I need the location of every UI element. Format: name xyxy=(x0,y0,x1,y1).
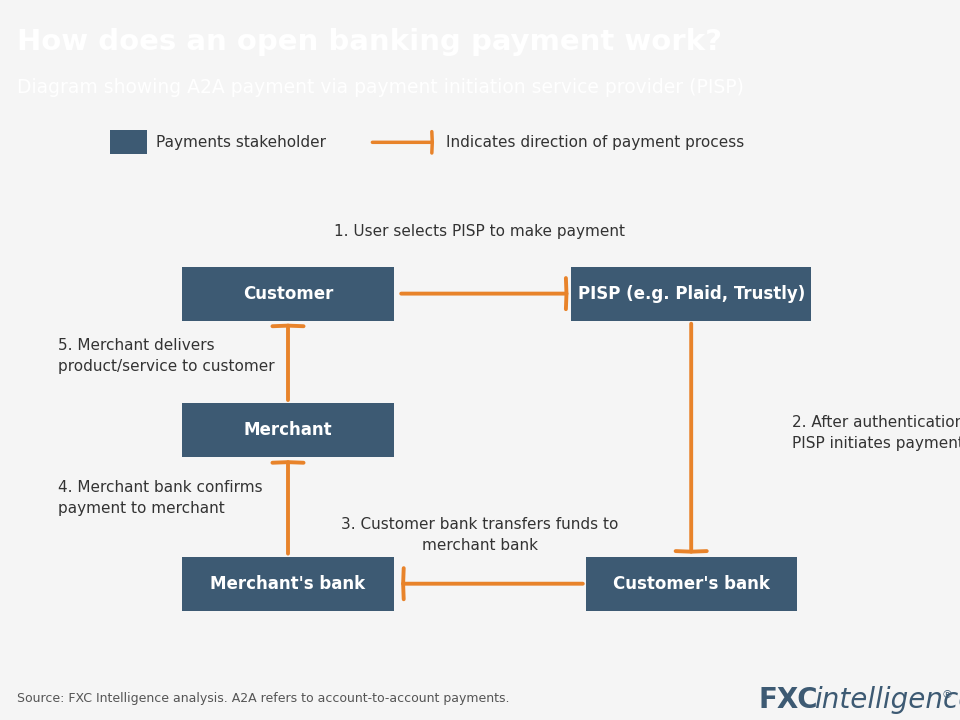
FancyBboxPatch shape xyxy=(571,266,811,320)
FancyBboxPatch shape xyxy=(182,557,394,611)
Text: ®: ® xyxy=(942,690,952,701)
Text: 3. Customer bank transfers funds to
merchant bank: 3. Customer bank transfers funds to merc… xyxy=(342,518,618,554)
Text: Merchant's bank: Merchant's bank xyxy=(210,575,366,593)
FancyBboxPatch shape xyxy=(182,266,394,320)
Text: Customer's bank: Customer's bank xyxy=(612,575,770,593)
Text: Diagram showing A2A payment via payment initiation service provider (PISP): Diagram showing A2A payment via payment … xyxy=(17,78,744,97)
Text: 5. Merchant delivers
product/service to customer: 5. Merchant delivers product/service to … xyxy=(58,338,275,374)
Text: Payments stakeholder: Payments stakeholder xyxy=(156,135,325,150)
Text: 1. User selects PISP to make payment: 1. User selects PISP to make payment xyxy=(334,223,626,238)
Text: FXC: FXC xyxy=(758,686,818,714)
Text: PISP (e.g. Plaid, Trustly): PISP (e.g. Plaid, Trustly) xyxy=(578,284,804,302)
Text: 2. After authentication,
PISP initiates payment: 2. After authentication, PISP initiates … xyxy=(792,415,960,451)
Text: intelligence: intelligence xyxy=(814,686,960,714)
Text: How does an open banking payment work?: How does an open banking payment work? xyxy=(17,28,722,56)
Text: Merchant: Merchant xyxy=(244,421,332,439)
FancyBboxPatch shape xyxy=(182,403,394,457)
Text: Indicates direction of payment process: Indicates direction of payment process xyxy=(446,135,745,150)
Text: 4. Merchant bank confirms
payment to merchant: 4. Merchant bank confirms payment to mer… xyxy=(58,480,262,516)
FancyBboxPatch shape xyxy=(586,557,797,611)
Text: Customer: Customer xyxy=(243,284,333,302)
Text: Source: FXC Intelligence analysis. A2A refers to account-to-account payments.: Source: FXC Intelligence analysis. A2A r… xyxy=(17,692,510,705)
FancyBboxPatch shape xyxy=(110,130,147,154)
